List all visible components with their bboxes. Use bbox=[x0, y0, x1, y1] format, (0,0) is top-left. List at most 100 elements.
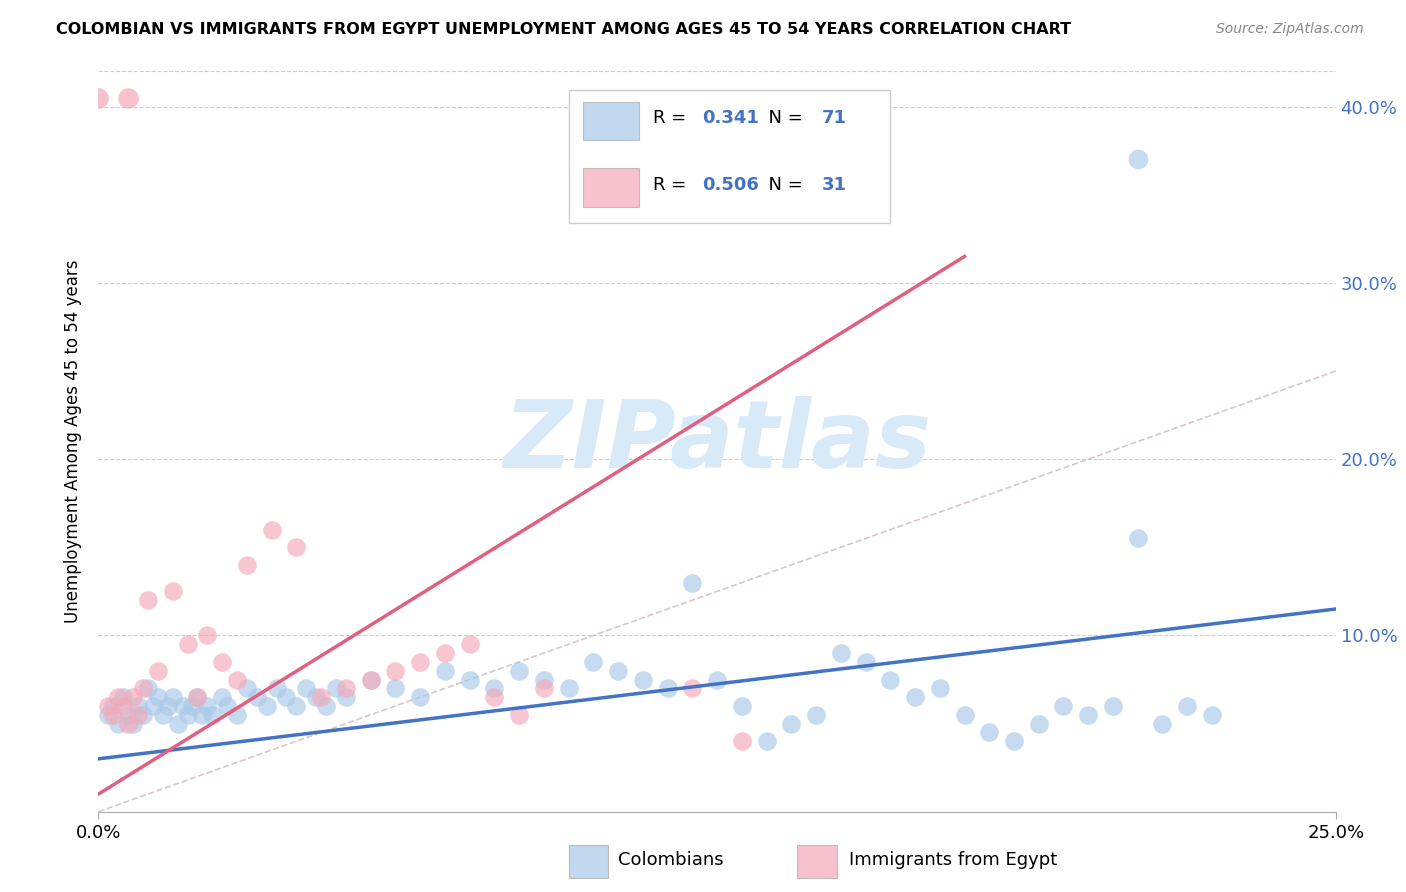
Text: N =: N = bbox=[756, 109, 808, 127]
Point bbox=[305, 690, 328, 705]
Point bbox=[87, 91, 110, 105]
Point bbox=[122, 716, 145, 731]
Text: Immigrants from Egypt: Immigrants from Egypt bbox=[849, 851, 1057, 869]
Point bbox=[186, 690, 208, 705]
Point bbox=[508, 707, 530, 722]
Text: 0.506: 0.506 bbox=[702, 176, 759, 194]
Point bbox=[172, 698, 194, 713]
Point bbox=[607, 664, 630, 678]
Point bbox=[1002, 734, 1025, 748]
Point bbox=[260, 523, 283, 537]
Point bbox=[142, 698, 165, 713]
Text: COLOMBIAN VS IMMIGRANTS FROM EGYPT UNEMPLOYMENT AMONG AGES 45 TO 54 YEARS CORREL: COLOMBIAN VS IMMIGRANTS FROM EGYPT UNEMP… bbox=[56, 22, 1071, 37]
Point bbox=[1102, 698, 1125, 713]
Point bbox=[295, 681, 318, 696]
Point bbox=[335, 690, 357, 705]
Point bbox=[309, 690, 332, 705]
Point bbox=[176, 707, 198, 722]
Text: Source: ZipAtlas.com: Source: ZipAtlas.com bbox=[1216, 22, 1364, 37]
FancyBboxPatch shape bbox=[583, 169, 640, 207]
Point bbox=[325, 681, 347, 696]
Point bbox=[103, 707, 125, 722]
Point bbox=[508, 664, 530, 678]
Point bbox=[97, 698, 120, 713]
Text: R =: R = bbox=[652, 109, 692, 127]
Point bbox=[855, 655, 877, 669]
Point bbox=[112, 698, 135, 713]
Point bbox=[904, 690, 927, 705]
Point bbox=[162, 690, 184, 705]
Text: N =: N = bbox=[756, 176, 808, 194]
Point bbox=[657, 681, 679, 696]
Text: ZIPatlas: ZIPatlas bbox=[503, 395, 931, 488]
Point bbox=[127, 698, 149, 713]
Point bbox=[360, 673, 382, 687]
Text: Colombians: Colombians bbox=[619, 851, 724, 869]
Y-axis label: Unemployment Among Ages 45 to 54 years: Unemployment Among Ages 45 to 54 years bbox=[65, 260, 83, 624]
Point bbox=[136, 681, 159, 696]
Point bbox=[830, 646, 852, 660]
Point bbox=[780, 716, 803, 731]
Point bbox=[201, 707, 224, 722]
Point bbox=[146, 690, 169, 705]
Point bbox=[236, 681, 259, 696]
Point bbox=[360, 673, 382, 687]
Point bbox=[107, 690, 129, 705]
Point bbox=[1052, 698, 1074, 713]
Point bbox=[458, 673, 481, 687]
Point bbox=[107, 716, 129, 731]
Point bbox=[136, 593, 159, 607]
Text: 0.341: 0.341 bbox=[702, 109, 759, 127]
Point bbox=[117, 716, 139, 731]
FancyBboxPatch shape bbox=[583, 102, 640, 140]
Point bbox=[112, 690, 135, 705]
Point bbox=[582, 655, 605, 669]
Point bbox=[117, 707, 139, 722]
Point bbox=[484, 681, 506, 696]
Point bbox=[181, 698, 204, 713]
Point bbox=[226, 673, 249, 687]
Point bbox=[1028, 716, 1050, 731]
Point bbox=[384, 664, 406, 678]
Point bbox=[103, 698, 125, 713]
Point bbox=[533, 681, 555, 696]
Point bbox=[217, 698, 239, 713]
Point bbox=[186, 690, 208, 705]
FancyBboxPatch shape bbox=[568, 90, 890, 223]
Point bbox=[226, 707, 249, 722]
Point bbox=[706, 673, 728, 687]
Point bbox=[335, 681, 357, 696]
Point bbox=[176, 637, 198, 651]
Text: R =: R = bbox=[652, 176, 692, 194]
Point bbox=[162, 584, 184, 599]
Point bbox=[879, 673, 901, 687]
Point bbox=[285, 541, 308, 555]
Point bbox=[236, 558, 259, 572]
Point bbox=[755, 734, 778, 748]
Point bbox=[191, 707, 214, 722]
Point bbox=[152, 707, 174, 722]
Point bbox=[246, 690, 269, 705]
Point bbox=[285, 698, 308, 713]
FancyBboxPatch shape bbox=[797, 845, 837, 879]
Point bbox=[1077, 707, 1099, 722]
Point bbox=[122, 690, 145, 705]
Point bbox=[132, 681, 155, 696]
Point bbox=[731, 734, 754, 748]
Point bbox=[458, 637, 481, 651]
Point bbox=[409, 655, 432, 669]
Point bbox=[409, 690, 432, 705]
Point bbox=[731, 698, 754, 713]
Point bbox=[533, 673, 555, 687]
Point bbox=[132, 707, 155, 722]
Text: 31: 31 bbox=[823, 176, 848, 194]
Text: 71: 71 bbox=[823, 109, 848, 127]
Point bbox=[681, 575, 703, 590]
FancyBboxPatch shape bbox=[568, 845, 609, 879]
Point bbox=[804, 707, 827, 722]
Point bbox=[211, 690, 233, 705]
Point bbox=[433, 664, 456, 678]
Point bbox=[156, 698, 179, 713]
Point bbox=[1126, 153, 1149, 167]
Point bbox=[979, 725, 1001, 739]
